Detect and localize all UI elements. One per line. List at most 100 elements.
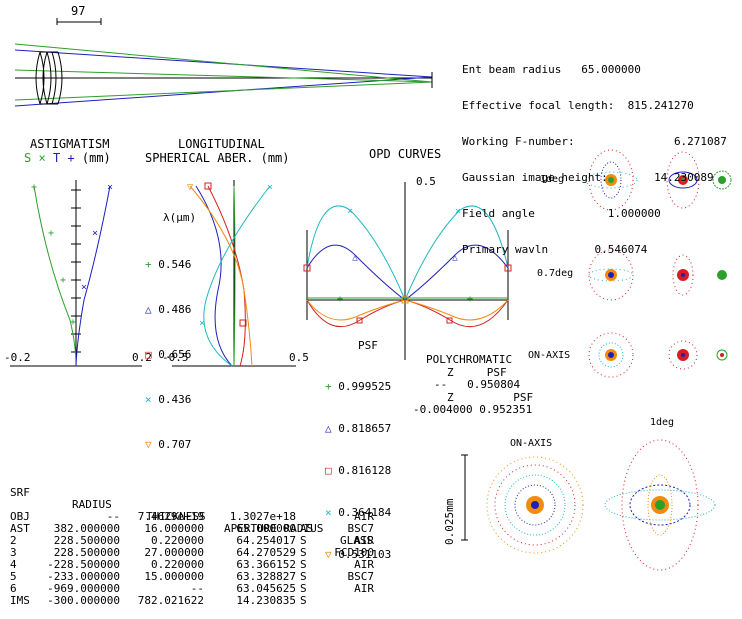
system-info-row-fnum: Working F-number: 6.271087: [462, 135, 727, 148]
table-cell-glass: AIR: [354, 510, 374, 523]
astig-unit: (mm): [81, 151, 111, 165]
poly-title: POLYCHROMATIC: [426, 353, 513, 366]
opd-ymax: 0.5: [416, 175, 436, 188]
table-cell-flag: S: [300, 546, 307, 559]
svg-text:×: ×: [347, 206, 353, 217]
system-info-row-field-angle: Field angle 1.000000: [462, 207, 661, 220]
table-header: SRF RADIUS THICKNESS APERTURE RADIUS GLA…: [10, 486, 374, 547]
svg-text:×: ×: [107, 182, 113, 193]
poly-values-1: -- 0.950804: [434, 378, 521, 391]
table-cell-aperture: 14.230835: [236, 594, 296, 607]
table-cell-glass: AIR: [354, 582, 374, 595]
table-cell-thickness: 16.000000: [144, 522, 204, 535]
table-cell-thickness: 0.220000: [151, 558, 204, 571]
svg-text:+: +: [337, 294, 343, 305]
table-cell-srf: 2: [10, 534, 17, 547]
wavelength-item: + 0.546: [145, 258, 192, 271]
table-cell-srf: 4: [10, 558, 17, 571]
spot-label-onaxis: ON-AXIS: [528, 350, 571, 361]
system-info-row-ent-beam: Ent beam radius 65.000000: [462, 63, 641, 76]
table-row: 4 -228.500000 0.220000 63.366152 S AIR: [10, 559, 440, 571]
table-cell-radius: -300.000000: [47, 594, 120, 607]
large-spot-onaxis: [486, 456, 584, 554]
wavelength-legend: + 0.546 △ 0.486 □ 0.656 × 0.436 ▽ 0.707: [145, 227, 191, 467]
psf-item: + 0.999525: [325, 380, 392, 393]
spherical-aberration-plot: × × ▽: [172, 180, 296, 367]
table-cell-aperture: 64.270529: [236, 546, 296, 559]
table-cell-thickness: 0.220000: [151, 534, 204, 547]
spot-scale-label: 0.025mm: [443, 498, 456, 545]
astig-xmin: -0.2: [4, 351, 31, 364]
psf-item: △ 0.818657: [325, 422, 392, 435]
spot-label-1deg: 1deg: [540, 174, 565, 185]
table-cell-thickness: 7.4629e+19: [137, 510, 204, 523]
table-row: AST 382.000000 16.000000 65.000000 AS BSC7: [10, 523, 440, 535]
poly-header-1: Z PSF: [447, 366, 507, 379]
svg-text:+: +: [60, 275, 66, 286]
spot-07deg-c: [717, 270, 727, 280]
svg-text:+: +: [467, 294, 473, 305]
table-row: 3 228.500000 27.000000 64.270529 S FCD100: [10, 547, 440, 559]
table-cell-srf: IMS: [10, 594, 30, 607]
table-cell-aperture: 1.3027e+18: [229, 510, 296, 523]
astig-xmax: 0.2: [132, 351, 152, 364]
table-cell-flag: S: [300, 594, 307, 607]
table-cell-glass: AIR: [354, 534, 374, 547]
opd-title: OPD CURVES: [369, 147, 442, 161]
table-cell-srf: 3: [10, 546, 17, 559]
spot-1deg-a: [584, 149, 638, 211]
table-row: IMS -300.000000 782.021622 14.230835 S: [10, 595, 440, 607]
table-cell-glass: BSC7: [347, 522, 375, 535]
table-cell-srf: AST: [10, 522, 30, 535]
spherical-title-1: LONGITUDINAL: [178, 137, 265, 151]
wavelength-item: △ 0.486: [145, 303, 192, 316]
lens-data-table: SRF RADIUS THICKNESS APERTURE RADIUS GLA…: [10, 451, 440, 607]
table-cell-srf: OBJ: [10, 510, 30, 523]
svg-text:+: +: [48, 228, 54, 239]
table-cell-glass: AIR: [354, 558, 374, 571]
table-cell-radius: 228.500000: [53, 546, 120, 559]
spherical-xmax: 0.5: [289, 351, 309, 364]
spherical-title-2: SPHERICAL ABER. (mm): [145, 151, 290, 165]
table-row: OBJ -- 7.4629e+19 1.3027e+18 AIR: [10, 511, 440, 523]
table-cell-radius: -969.000000: [47, 582, 120, 595]
table-cell-radius: -228.500000: [47, 558, 120, 571]
large-spot-1deg: [604, 439, 716, 571]
astig-title: ASTIGMATISM: [30, 137, 110, 151]
svg-text:×: ×: [267, 182, 273, 193]
table-cell-radius: 382.000000: [53, 522, 120, 535]
table-cell-aperture: 65.000000: [236, 522, 296, 535]
lens-layout: [14, 18, 433, 107]
psf-header: PSF: [358, 339, 378, 352]
wavelength-item: ▽ 0.707: [145, 438, 192, 451]
svg-text:▽: ▽: [187, 182, 193, 193]
wavelength-header: λ(μm): [163, 211, 197, 224]
svg-text:△: △: [452, 253, 458, 263]
astig-legend-t: T: [52, 151, 61, 165]
spot-label-07deg: 0.7deg: [537, 268, 574, 279]
svg-text:×: ×: [199, 318, 205, 329]
opd-plot: × × △ △ + +: [303, 182, 512, 360]
large-spot-label-1deg: 1deg: [650, 417, 675, 428]
spot-1deg-c: [712, 170, 732, 190]
large-spot-diagrams: [461, 439, 716, 571]
large-spot-label-onaxis: ON-AXIS: [510, 438, 553, 449]
table-cell-srf: 6: [10, 582, 17, 595]
scale-label: 97: [71, 4, 86, 18]
spot-onaxis-a: [588, 332, 634, 378]
svg-text:×: ×: [455, 206, 461, 217]
system-info: Ent beam radius 65.000000 Effective foca…: [462, 40, 727, 268]
astig-legend-s: S: [24, 151, 32, 165]
table-cell-flag: AS: [300, 522, 314, 535]
astigmatism-plot: + + + + × × ×: [10, 180, 142, 367]
table-cell-aperture: 63.045625: [236, 582, 296, 595]
table-cell-thickness: 782.021622: [137, 594, 204, 607]
table-cell-radius: 228.500000: [53, 534, 120, 547]
table-row: 2 228.500000 0.220000 64.254017 S AIR: [10, 535, 440, 547]
psf-item: × 0.364184: [325, 506, 392, 519]
system-info-row-image-height: Gaussian image height: 14.230089: [462, 171, 714, 184]
table-cell-aperture: 64.254017: [236, 534, 296, 547]
system-info-row-wavelength: Primary wavln 0.546074: [462, 243, 648, 256]
table-cell-aperture: 63.366152: [236, 558, 296, 571]
spot-07deg-b: [672, 254, 694, 296]
